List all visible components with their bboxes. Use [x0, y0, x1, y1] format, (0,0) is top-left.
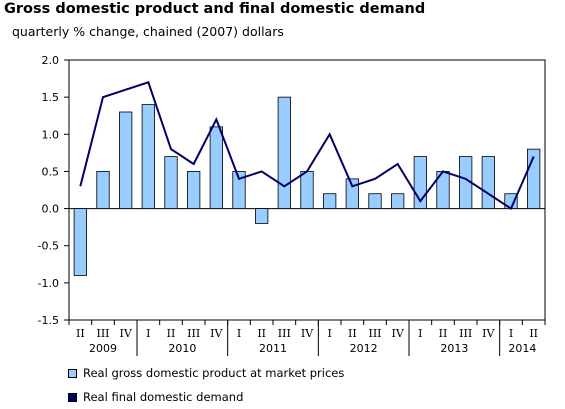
x-tick-label-10: IV — [301, 327, 314, 340]
line-demand — [79, 81, 535, 211]
bar-gdp-10 — [300, 171, 314, 209]
year-label-2010: 2010 — [168, 342, 196, 355]
bar-gdp-4 — [164, 156, 178, 209]
y-tick-label-7: 2.0 — [42, 54, 60, 67]
bar-gdp-8 — [255, 208, 269, 224]
x-tick-label-6: IV — [210, 327, 223, 340]
legend-swatch-gdp — [68, 368, 77, 378]
legend-label-gdp: Real gross domestic product at market pr… — [83, 366, 345, 380]
bar-gdp-3 — [141, 104, 155, 209]
bar-gdp-1 — [96, 171, 110, 209]
bar-gdp-2 — [119, 111, 133, 209]
year-label-2012: 2012 — [350, 342, 378, 355]
x-tick-label-19: I — [509, 327, 513, 340]
y-tick-label-4: 0.5 — [42, 165, 60, 178]
bar-gdp-7 — [232, 171, 246, 209]
x-tick-label-14: IV — [392, 327, 405, 340]
y-tick-label-1: -1.0 — [38, 277, 59, 290]
year-label-2013: 2013 — [440, 342, 468, 355]
x-tick-label-17: III — [459, 327, 472, 340]
legend-item-demand: Real final domestic demand — [68, 390, 243, 404]
y-tick-label-2: -0.5 — [38, 240, 59, 253]
bar-gdp-9 — [277, 96, 291, 209]
x-tick-label-15: I — [418, 327, 422, 340]
legend-swatch-demand — [68, 392, 77, 402]
x-tick-label-2: IV — [120, 327, 133, 340]
bar-gdp-18 — [481, 156, 495, 209]
x-tick-label-12: II — [348, 327, 357, 340]
legend-label-demand: Real final domestic demand — [83, 390, 244, 404]
x-tick-label-0: II — [76, 327, 85, 340]
x-tick-label-7: I — [237, 327, 241, 340]
x-tick-label-3: I — [146, 327, 150, 340]
y-tick-label-5: 1.0 — [42, 128, 60, 141]
bar-gdp-6 — [209, 126, 223, 209]
legend-item-gdp: Real gross domestic product at market pr… — [68, 366, 344, 380]
x-tick-label-20: II — [529, 327, 538, 340]
bar-gdp-11 — [323, 193, 337, 209]
x-tick-label-9: III — [278, 327, 291, 340]
bar-gdp-12 — [345, 178, 359, 209]
x-tick-label-8: II — [257, 327, 266, 340]
x-tick-label-16: II — [439, 327, 448, 340]
year-label-2011: 2011 — [259, 342, 287, 355]
y-tick-label-0: -1.5 — [38, 314, 59, 327]
chart-subtitle: quarterly % change, chained (2007) dolla… — [12, 24, 284, 39]
year-label-2014: 2014 — [508, 342, 536, 355]
bar-gdp-13 — [368, 193, 382, 209]
chart-title: Gross domestic product and final domesti… — [4, 1, 426, 17]
y-tick-label-3: 0.0 — [42, 203, 60, 216]
x-tick-label-18: IV — [482, 327, 495, 340]
x-tick-label-11: I — [327, 327, 331, 340]
x-tick-label-13: III — [368, 327, 381, 340]
bar-gdp-14 — [391, 193, 405, 209]
bar-gdp-0 — [73, 208, 87, 276]
x-tick-label-5: III — [187, 327, 200, 340]
x-tick-label-4: II — [167, 327, 176, 340]
bar-gdp-5 — [187, 171, 201, 209]
plot-frame — [68, 59, 546, 321]
x-tick-label-1: III — [96, 327, 109, 340]
y-tick-label-6: 1.5 — [42, 91, 60, 104]
year-label-2009: 2009 — [89, 342, 117, 355]
